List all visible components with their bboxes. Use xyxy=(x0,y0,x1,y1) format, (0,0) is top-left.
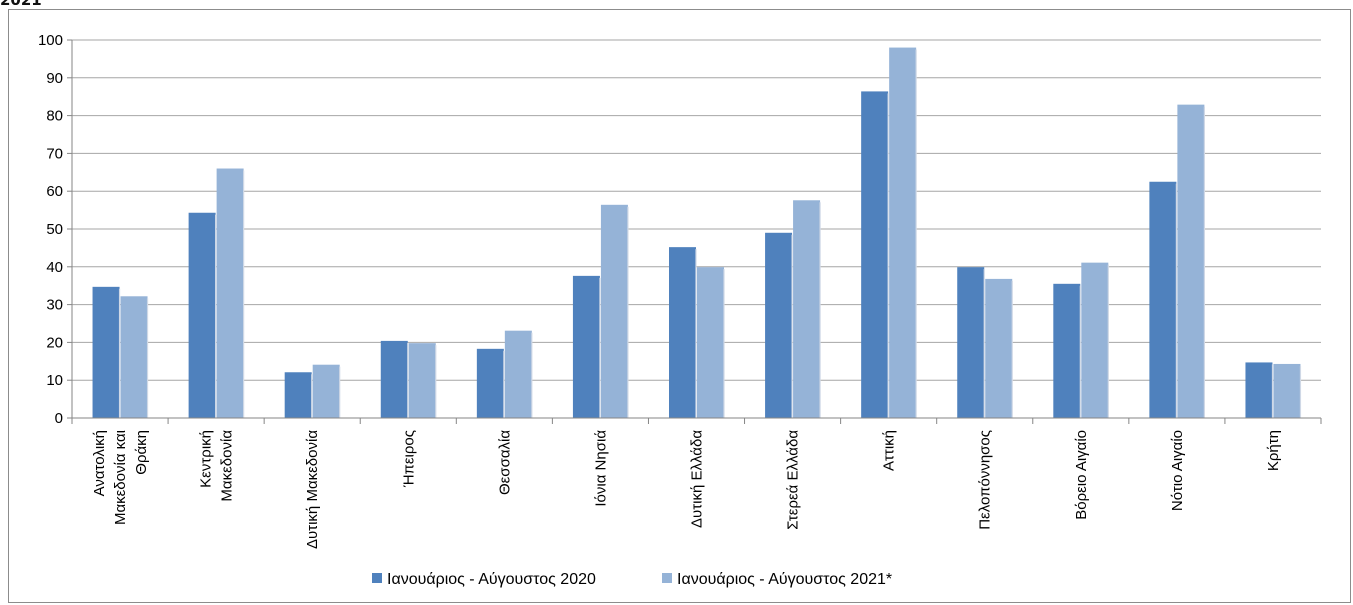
category-label: Βόρειο Αιγαίο xyxy=(1073,430,1090,520)
category-label: Ήπειρος xyxy=(400,430,417,488)
y-tick-label: 10 xyxy=(46,372,63,389)
y-tick-label: 90 xyxy=(46,70,63,87)
bar xyxy=(1177,104,1205,418)
category-label: Μακεδονία και xyxy=(112,430,129,525)
bar xyxy=(1149,181,1177,418)
y-tick-label: 50 xyxy=(46,221,63,238)
bar xyxy=(697,267,724,418)
category-label: Νότιο Αιγαίο xyxy=(1169,430,1186,511)
bar xyxy=(669,247,696,418)
y-axis-ticks: 0 10 20 30 40 50 60 70 80 90 100 xyxy=(38,32,72,427)
category-label: Στερεά Ελλάδα xyxy=(785,430,802,530)
category-label: Πελοπόννησος xyxy=(977,430,994,530)
bar xyxy=(889,47,917,419)
category-label: Αττική xyxy=(881,430,898,471)
bar xyxy=(408,343,436,418)
bar xyxy=(476,348,504,418)
category-label: Ιόνια Νησιά xyxy=(592,430,609,507)
y-tick-label: 0 xyxy=(55,410,63,427)
bar xyxy=(1273,363,1301,418)
legend: Ιανουάριος - Αύγουστος 2020 Ιανουάριος - … xyxy=(372,571,892,588)
bar xyxy=(1053,283,1081,418)
category-label: Κρήτη xyxy=(1265,430,1282,471)
y-tick-label: 30 xyxy=(46,297,63,314)
category-label: Θράκη xyxy=(133,430,150,475)
bar xyxy=(793,200,821,418)
bar xyxy=(572,275,600,418)
y-tick-label: 40 xyxy=(46,259,63,276)
bar xyxy=(380,340,408,418)
bar xyxy=(765,232,793,418)
bar xyxy=(1081,262,1109,418)
bar xyxy=(188,212,216,418)
axes xyxy=(71,40,1322,424)
legend-label: Ιανουάριος - Αύγουστος 2020 xyxy=(387,571,596,588)
bar xyxy=(600,204,628,418)
figure-title: 2021 xyxy=(0,0,42,9)
legend-swatch xyxy=(372,573,382,583)
y-tick-label: 20 xyxy=(46,334,63,351)
category-label: Μακεδονία xyxy=(219,430,236,502)
y-tick-label: 70 xyxy=(46,145,63,162)
bar xyxy=(957,267,985,418)
legend-label: Ιανουάριος - Αύγουστος 2021* xyxy=(677,571,892,588)
bar xyxy=(985,278,1013,418)
category-label: Κεντρική xyxy=(198,430,215,488)
y-tick-label: 60 xyxy=(46,183,63,200)
y-tick-label: 80 xyxy=(46,108,63,125)
legend-swatch xyxy=(662,573,672,583)
y-tick-label: 100 xyxy=(38,32,63,49)
bar xyxy=(92,286,120,418)
bar xyxy=(120,296,148,418)
category-label: Ανατολική xyxy=(91,430,108,496)
bars xyxy=(92,47,1302,419)
category-labels: Ανατολική Μακεδονία και Θράκη Κεντρική Μακεδ… xyxy=(91,430,1282,549)
bar xyxy=(312,364,340,418)
bar xyxy=(284,372,312,418)
chart-frame xyxy=(8,9,1351,603)
bar xyxy=(1245,362,1273,418)
category-label: Δυτική Μακεδονία xyxy=(304,430,321,549)
category-label: Θεσσαλία xyxy=(496,430,513,495)
bar xyxy=(216,168,244,418)
bar xyxy=(861,91,889,419)
category-label: Δυτική Ελλάδα xyxy=(689,430,706,528)
bar xyxy=(504,330,532,418)
